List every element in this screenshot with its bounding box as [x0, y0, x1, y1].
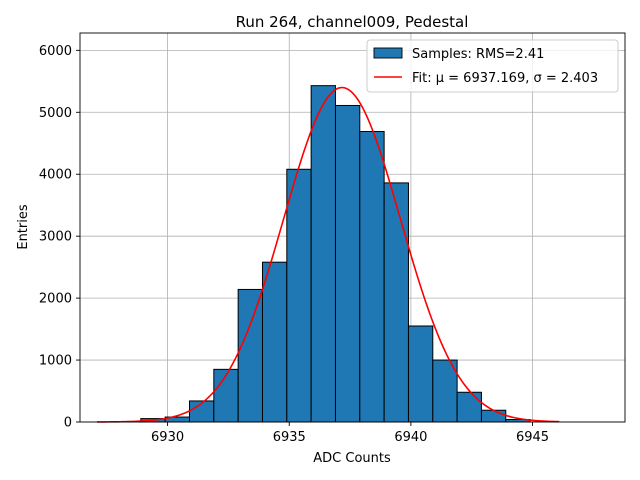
y-tick-label: 2000	[39, 292, 72, 307]
histogram-bar	[432, 359, 458, 423]
plot-frame	[79, 32, 626, 423]
y-tick-label: 4000	[39, 168, 72, 183]
histogram-bar	[310, 85, 336, 423]
legend: Samples: RMS=2.41 Fit: μ = 6937.169, σ =…	[366, 39, 619, 93]
y-tick-label: 3000	[39, 230, 72, 245]
chart-title: Run 264, channel009, Pedestal	[236, 13, 469, 31]
histogram-bar	[237, 288, 263, 423]
histogram-bar	[480, 409, 507, 423]
x-tick-label: 6930	[151, 430, 184, 445]
x-tick-label: 6945	[516, 430, 549, 445]
x-tick-label: 6940	[394, 430, 427, 445]
histogram-bar	[383, 182, 409, 423]
legend-fit-label: Fit: μ = 6937.169, σ = 2.403	[412, 71, 598, 86]
histogram-bar	[213, 368, 239, 423]
histogram-bars	[140, 85, 531, 423]
y-axis-ticks: 0 1000 2000 3000 4000 5000 6000	[39, 44, 80, 431]
histogram-bar	[286, 168, 312, 423]
histogram-bar	[456, 391, 482, 423]
y-tick-label: 5000	[39, 106, 72, 121]
y-tick-label: 0	[64, 416, 72, 431]
histogram-bar	[359, 130, 385, 423]
x-axis-label: ADC Counts	[313, 451, 391, 466]
x-tick-label: 6935	[273, 430, 306, 445]
histogram-bar	[261, 261, 288, 423]
y-axis-label: Entries	[16, 204, 31, 250]
fit-curve	[97, 86, 560, 423]
histogram-bar	[407, 325, 434, 423]
y-tick-label: 6000	[39, 44, 72, 59]
histogram-bar	[334, 104, 361, 423]
x-axis-ticks: 6930 6935 6940 6945	[151, 422, 549, 445]
legend-box	[366, 39, 619, 93]
y-tick-label: 1000	[39, 354, 72, 369]
legend-histogram-swatch	[373, 47, 403, 59]
legend-histogram-label: Samples: RMS=2.41	[412, 47, 544, 62]
